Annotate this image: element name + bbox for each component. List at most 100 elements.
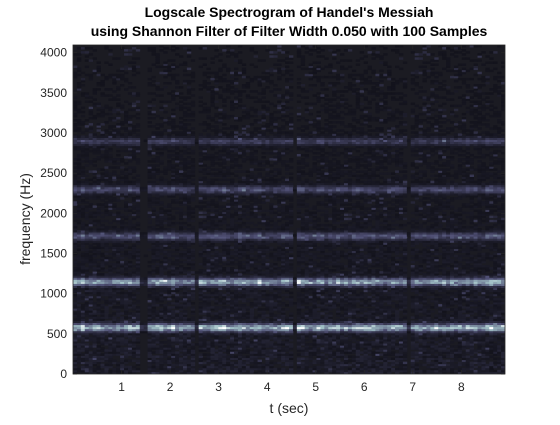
spectrogram-cell xyxy=(76,129,82,132)
spectrogram-cell xyxy=(171,73,176,77)
spectrogram-cell xyxy=(179,139,184,143)
spectrogram-cell xyxy=(230,279,235,282)
spectrogram-cell xyxy=(175,328,180,332)
spectrogram-cell xyxy=(80,285,86,289)
spectrogram-cell xyxy=(218,119,223,122)
spectrogram-cell xyxy=(171,316,176,319)
spectrogram-cell xyxy=(131,69,137,73)
spectrogram-cell xyxy=(155,223,160,227)
spectrogram-cell xyxy=(116,176,121,180)
spectrogram-cell xyxy=(210,172,215,175)
spectrogram-cell xyxy=(108,279,113,282)
spectrogram-cell xyxy=(116,215,121,219)
spectrogram-cell xyxy=(261,308,266,311)
spectrogram-cell xyxy=(151,79,156,83)
spectrogram-cell xyxy=(245,306,251,309)
spectrogram-cell xyxy=(253,365,258,369)
spectrogram-cell xyxy=(100,336,105,340)
spectrogram-cell xyxy=(92,269,97,272)
spectrogram-cell xyxy=(96,312,101,315)
spectrogram-cell xyxy=(253,238,258,241)
spectrogram-cell xyxy=(163,345,168,348)
spectrogram-cell xyxy=(104,291,109,295)
spectrogram-cell xyxy=(253,355,258,358)
spectrogram-cell xyxy=(104,351,109,354)
spectrogram-cell xyxy=(179,180,184,184)
spectrogram-cell xyxy=(163,61,168,64)
spectrogram-cell xyxy=(222,79,227,83)
spectrogram-cell xyxy=(108,293,113,297)
spectrogram-cell xyxy=(84,137,90,140)
spectrogram-cell xyxy=(202,135,207,138)
spectrogram-cell xyxy=(175,271,180,274)
spectrogram-cell xyxy=(96,102,101,106)
spectrogram-cell xyxy=(104,293,109,297)
spectrogram-cell xyxy=(198,361,203,365)
spectrogram-cell xyxy=(230,79,235,83)
spectrogram-cell xyxy=(112,197,117,200)
spectrogram-cell xyxy=(135,116,141,120)
spectrogram-cell xyxy=(124,225,129,229)
spectrogram-cell xyxy=(171,164,176,167)
spectrogram-cell xyxy=(261,265,266,268)
spectrogram-cell xyxy=(202,318,207,321)
spectrogram-cell xyxy=(155,238,160,241)
spectrogram-cell xyxy=(222,174,227,177)
spectrogram-cell xyxy=(237,343,243,346)
spectrogram-cell xyxy=(202,345,207,348)
spectrogram-cell xyxy=(131,279,137,282)
spectrogram-cell xyxy=(120,139,125,143)
spectrogram-cell xyxy=(214,82,219,85)
spectrogram-cell xyxy=(76,209,82,212)
spectrogram-cell xyxy=(253,367,258,371)
spectrogram-cell xyxy=(179,326,184,330)
spectrogram-cell xyxy=(179,228,184,231)
spectrogram-cell xyxy=(159,186,164,190)
spectrogram-cell xyxy=(206,343,211,346)
spectrogram-cell xyxy=(175,230,180,233)
spectrogram-cell xyxy=(73,215,78,219)
spectrogram-cell xyxy=(92,92,97,95)
spectrogram-cell xyxy=(182,254,188,258)
spectrogram-cell xyxy=(237,365,243,369)
spectrogram-cell xyxy=(108,94,113,97)
spectrogram-cell xyxy=(159,193,164,196)
spectrogram-cell xyxy=(163,361,168,365)
spectrogram-cell xyxy=(218,287,223,291)
spectrogram-cell xyxy=(80,172,86,175)
spectrogram-cell xyxy=(116,252,121,256)
spectrogram-cell xyxy=(175,363,180,367)
spectrogram-cell xyxy=(230,281,235,284)
spectrogram-cell xyxy=(245,225,251,229)
spectrogram-cell xyxy=(167,318,172,321)
spectrogram-cell xyxy=(73,195,78,198)
spectrogram-cell xyxy=(241,158,247,161)
spectrogram-cell xyxy=(159,45,164,48)
spectrogram-cell xyxy=(88,221,94,225)
spectrogram-cell xyxy=(104,330,109,334)
spectrogram-cell xyxy=(80,312,86,315)
spectrogram-cell xyxy=(163,82,168,85)
spectrogram-cell xyxy=(147,339,152,342)
spectrogram-cell xyxy=(127,238,133,241)
spectrogram-cell xyxy=(112,158,117,161)
spectrogram-cell xyxy=(100,363,105,367)
spectrogram-cell xyxy=(198,279,203,282)
spectrogram-cell xyxy=(245,308,251,311)
spectrogram-cell xyxy=(186,299,192,303)
spectrogram-cell xyxy=(230,201,235,204)
spectrogram-cell xyxy=(186,324,192,328)
spectrogram-cell xyxy=(245,180,251,184)
spectrogram-cell xyxy=(237,308,243,311)
spectrogram-cell xyxy=(218,67,223,71)
spectrogram-cell xyxy=(124,260,129,264)
spectrogram-cell xyxy=(96,135,101,138)
spectrogram-cell xyxy=(151,174,156,177)
spectrogram-cell xyxy=(230,275,235,278)
spectrogram-cell xyxy=(167,310,172,313)
spectrogram-cell xyxy=(84,365,90,369)
spectrogram-cell xyxy=(210,347,215,350)
spectrogram-cell xyxy=(127,131,133,134)
spectrogram-cell xyxy=(124,295,129,299)
spectrogram-cell xyxy=(76,336,82,340)
